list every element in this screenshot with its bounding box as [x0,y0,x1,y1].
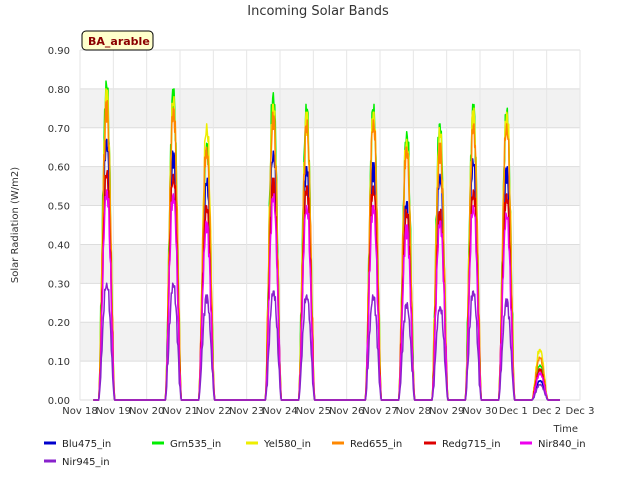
y-tick-label: 0.40 [48,240,70,251]
plot-band [80,127,580,167]
x-tick-label: Dec 1 [499,406,528,417]
x-tick-label: Nov 22 [196,406,231,417]
y-tick-label: 0.60 [48,163,70,174]
site-badge-box [81,30,154,51]
legend-label: Yel580_in [263,439,311,450]
y-tick-label: 0.20 [48,318,70,329]
chart-title: Incoming Solar Bands [247,4,389,19]
y-tick-label: 0.70 [48,124,70,135]
x-tick-label: Nov 23 [229,406,264,417]
legend-label: Red655_in [350,439,402,450]
x-tick-label: Nov 19 [96,406,131,417]
y-tick-label: 0.80 [48,85,70,96]
y-tick-label: 0.50 [48,202,70,213]
x-tick-label: Nov 28 [396,406,431,417]
x-tick-label: Dec 3 [566,406,595,417]
legend-item: Nir840_in [520,439,586,450]
x-axis-label: Time [553,424,578,435]
legend-item: Yel580_in [246,439,311,450]
plot-band [80,361,580,400]
plot-band [80,244,580,284]
legend-label: Nir945_in [62,457,110,468]
x-tick-label: Nov 30 [462,406,497,417]
x-tick-label: Nov 21 [162,406,197,417]
plot-band [80,88,580,128]
y-tick-label: 0.10 [48,357,70,368]
plot-band [80,205,580,245]
x-tick-label: Nov 27 [362,406,397,417]
legend-item: Grn535_in [152,439,221,450]
series-line-nir945-in [93,282,560,401]
x-tick-label: Dec 2 [532,406,561,417]
x-tick-label: Nov 24 [262,406,297,417]
legend-label: Nir840_in [538,439,586,450]
x-tick-label: Nov 26 [329,406,364,417]
legend-label: Blu475_in [62,439,111,450]
series-line-nir840-in [93,189,560,401]
plot-band [80,50,580,89]
y-axis-label: Solar Radiation (W/m2) [10,167,21,283]
x-tick-label: Nov 25 [296,406,331,417]
legend-label: Grn535_in [170,439,221,450]
y-tick-label: 0.90 [48,46,70,57]
legend-item: Redg715_in [424,439,501,450]
plot-bands [80,50,580,400]
legend-item: Red655_in [332,439,402,450]
site-badge-label: BA_arable [88,35,150,48]
y-tick-label: 0.00 [48,396,70,407]
site-badge: BA_arable [81,30,154,51]
y-tick-labels: 0.00 0.10 0.20 0.30 0.40 0.50 0.60 0.70 0.80 0.90 [48,46,70,407]
legend-label: Redg715_in [442,439,501,450]
legend-item: Nir945_in [44,457,110,468]
y-tick-label: 0.30 [48,279,70,290]
legend: Blu475_in Grn535_in Yel580_in Red655_in Redg… [44,439,586,468]
plot-band [80,166,580,206]
x-tick-label: Nov 29 [429,406,464,417]
series-lines [93,80,560,401]
x-tick-label: Nov 20 [129,406,164,417]
x-tick-label: Nov 18 [62,406,97,417]
plot-band [80,322,580,362]
legend-item: Blu475_in [44,439,111,450]
plot-band [80,283,580,323]
